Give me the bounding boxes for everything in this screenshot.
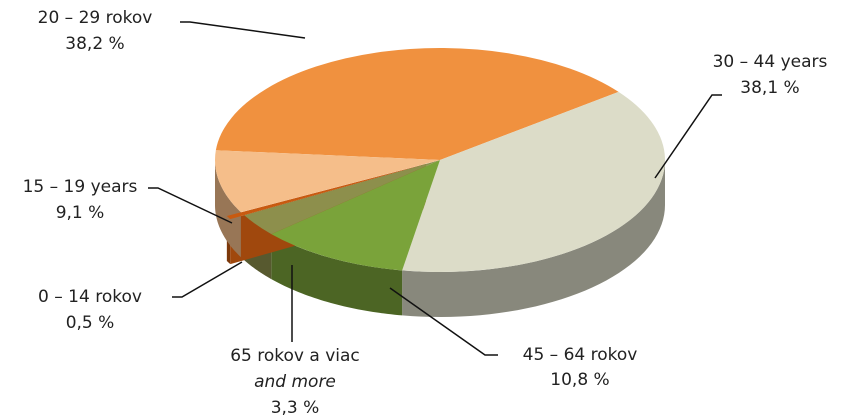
slice-label: 45 – 64 rokov [523, 345, 638, 365]
pie-slice [215, 48, 619, 161]
value-label: 0,5 % [66, 313, 115, 333]
value-label: 9,1 % [56, 203, 105, 223]
pie-slice [402, 91, 666, 273]
value-label: 38,1 % [740, 78, 799, 98]
leader-line [180, 21, 306, 39]
slice-label: 20 – 29 rokov [38, 8, 153, 28]
leader-line [654, 94, 722, 179]
pie-slice [226, 163, 426, 220]
slice-side [215, 160, 241, 258]
slice-label: 0 – 14 rokov [38, 287, 142, 307]
annotation: and more [254, 372, 336, 392]
value-label: 10,8 % [550, 370, 609, 390]
slice-label: 65 rokov a viac [230, 346, 360, 366]
leader-line [389, 287, 498, 356]
slice-label: 15 – 19 years [23, 177, 138, 197]
slice-side [402, 160, 665, 317]
slice-label: 30 – 44 years [713, 52, 828, 72]
value-label: 3,3 % [271, 398, 320, 418]
leader-line [172, 261, 243, 298]
pie-slice [244, 160, 440, 235]
pie-slice [215, 150, 440, 213]
leader-line [148, 187, 233, 224]
slice-side [271, 234, 403, 316]
value-label: 38,2 % [65, 34, 124, 54]
pie-slice [271, 160, 440, 271]
